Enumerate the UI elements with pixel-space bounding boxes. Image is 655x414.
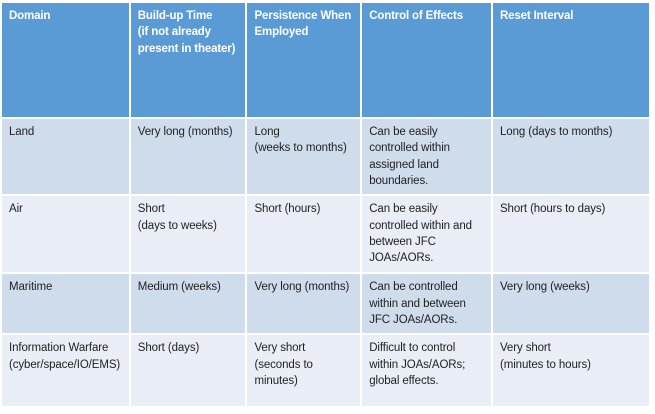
- header-cell-reset-interval: Reset Interval: [492, 3, 649, 117]
- header-cell-buildup-time: Build-up Time (if not already present in…: [130, 3, 246, 117]
- cell-iw-control: Difficult to control within JOAs/AORs; g…: [362, 335, 491, 407]
- cell-air-domain: Air: [2, 196, 129, 273]
- cell-air-control: Can be easily controlled within and betw…: [362, 196, 491, 273]
- cell-iw-domain: Information Warfare (cyber/space/IO/EMS): [2, 335, 129, 407]
- table-row-air: Air Short (days to weeks) Short (hours) …: [2, 196, 649, 273]
- cell-maritime-persistence: Very long (months): [247, 274, 361, 334]
- cell-air-buildup: Short (days to weeks): [130, 196, 246, 273]
- cell-maritime-domain: Maritime: [2, 274, 129, 334]
- cell-maritime-reset: Very long (weeks): [492, 274, 649, 334]
- cell-iw-buildup: Short (days): [130, 335, 246, 407]
- cell-air-reset: Short (hours to days): [492, 196, 649, 273]
- header-row: Domain Build-up Time (if not already pre…: [2, 3, 649, 117]
- cell-land-reset: Long (days to months): [492, 119, 649, 195]
- table-row-information-warfare: Information Warfare (cyber/space/IO/EMS)…: [2, 335, 649, 407]
- table-row-land: Land Very long (months) Long (weeks to m…: [2, 119, 649, 195]
- cell-land-domain: Land: [2, 119, 129, 195]
- table-row-maritime: Maritime Medium (weeks) Very long (month…: [2, 274, 649, 334]
- cell-iw-persistence: Very short (seconds to minutes): [247, 335, 361, 407]
- cell-maritime-control: Can be controlled within and between JFC…: [362, 274, 491, 334]
- cell-land-buildup: Very long (months): [130, 119, 246, 195]
- header-cell-persistence: Persistence When Employed: [247, 3, 361, 117]
- header-cell-domain: Domain: [2, 3, 129, 117]
- domain-comparison-table: Domain Build-up Time (if not already pre…: [0, 1, 651, 408]
- cell-land-persistence: Long (weeks to months): [247, 119, 361, 195]
- cell-air-persistence: Short (hours): [247, 196, 361, 273]
- cell-maritime-buildup: Medium (weeks): [130, 274, 246, 334]
- cell-land-control: Can be easily controlled within assigned…: [362, 119, 491, 195]
- header-cell-control-of-effects: Control of Effects: [362, 3, 491, 117]
- cell-iw-reset: Very short (minutes to hours): [492, 335, 649, 407]
